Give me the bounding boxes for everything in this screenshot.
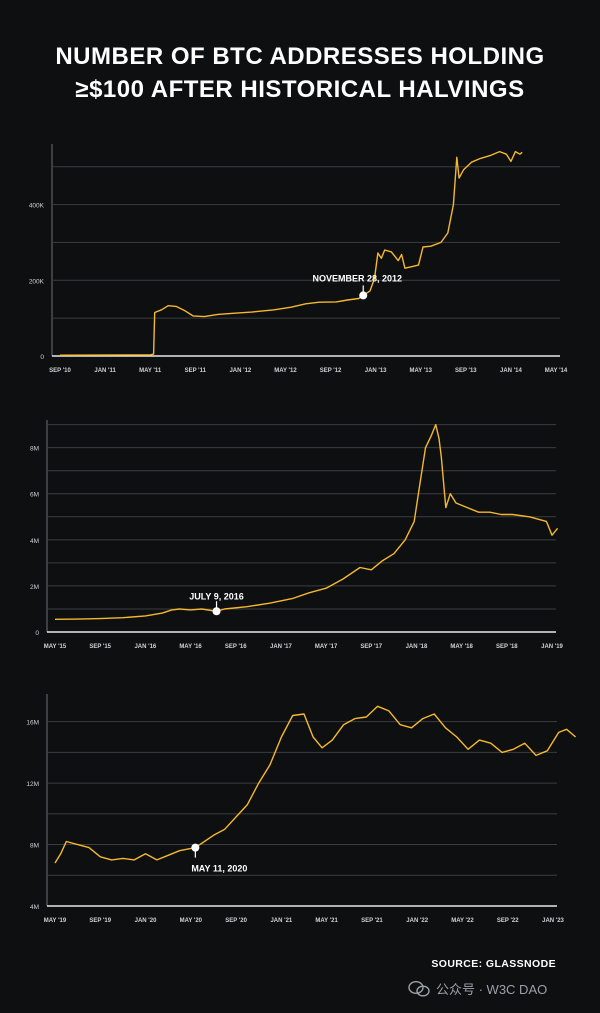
x-tick-label: MAY '12 [274, 368, 297, 374]
x-tick-label: MAY '21 [315, 918, 338, 924]
y-tick-label: 6M [30, 492, 39, 499]
chart-2019-2023: 4M 8M 12M 16M MAY '19 SEP '19 JAN '20 MAY '20 SE… [26, 694, 577, 924]
title-line-2: ≥$100 AFTER HISTORICAL HALVINGS [75, 76, 525, 103]
chart-title: NUMBER OF BTC ADDRESSES HOLDING ≥$100 AF… [0, 40, 600, 106]
x-tick-label: MAY '13 [410, 368, 433, 374]
x-tick-label: MAY '16 [179, 644, 202, 650]
x-tick-label: MAY '18 [450, 644, 473, 650]
y-tick-label: 400K [29, 203, 45, 210]
x-tick-label: SEP '21 [361, 918, 383, 924]
series-line [54, 423, 559, 620]
y-tick-label: 200K [29, 278, 45, 285]
y-tick-label: 4M [30, 904, 39, 911]
y-tick-label: 8M [30, 446, 39, 453]
x-tick-label: SEP '20 [225, 918, 247, 924]
x-tick-label: MAY '19 [44, 918, 67, 924]
x-tick-label: MAY '20 [180, 918, 203, 924]
x-tick-label: SEP '11 [185, 368, 207, 374]
x-tick-label: MAY '17 [315, 644, 338, 650]
x-tick-label: SEP '17 [360, 644, 382, 650]
series-line [59, 150, 523, 356]
x-tick-label: JAN '22 [406, 918, 428, 924]
x-tick-label: MAY '11 [139, 368, 162, 374]
x-tick-label: SEP '19 [89, 918, 111, 924]
chart-2015-2019: 0 2M 4M 6M 8M MAY '15 SEP '15 JAN '16 MAY '16 SEP… [30, 420, 564, 650]
annotation-marker [359, 291, 368, 300]
annotation-label: MAY 11, 2020 [191, 864, 247, 874]
watermark: 公众号 · W3C DAO [408, 979, 547, 998]
x-tick-label: SEP '16 [225, 644, 247, 650]
x-tick-label: JAN '17 [270, 644, 292, 650]
x-tick-label: JAN '19 [541, 644, 563, 650]
x-tick-label: JAN '16 [134, 644, 156, 650]
wechat-icon [408, 980, 430, 997]
watermark-text: 公众号 · W3C DAO [436, 982, 548, 997]
x-tick-label: MAY '22 [451, 918, 474, 924]
x-tick-label: MAY '14 [545, 368, 568, 374]
x-tick-label: JAN '18 [406, 644, 428, 650]
y-tick-label: 8M [30, 843, 39, 850]
annotation-label: NOVEMBER 28, 2012 [312, 273, 402, 283]
annotation-marker [212, 607, 221, 616]
chart-2010-2014: 0 200K 400K SEP '10 JAN '11 MAY '11 SEP '11 JAN… [29, 144, 568, 374]
x-tick-label: SEP '13 [455, 368, 477, 374]
y-tick-label: 16M [26, 720, 39, 727]
y-tick-label: 2M [30, 584, 39, 591]
x-tick-label: JAN '14 [500, 368, 522, 374]
series-line [54, 705, 577, 864]
y-tick-label: 0 [40, 354, 44, 361]
y-tick-label: 4M [30, 538, 39, 545]
x-tick-label: JAN '20 [135, 918, 157, 924]
x-tick-label: JAN '13 [365, 368, 387, 374]
x-tick-label: JAN '23 [542, 918, 564, 924]
y-tick-label: 0 [35, 630, 39, 637]
x-tick-label: SEP '22 [497, 918, 519, 924]
x-tick-label: SEP '10 [49, 368, 71, 374]
x-tick-label: SEP '18 [496, 644, 518, 650]
y-tick-label: 12M [26, 781, 39, 788]
x-tick-label: JAN '12 [229, 368, 251, 374]
x-tick-label: MAY '15 [44, 644, 67, 650]
annotation-marker [191, 843, 200, 852]
title-line-1: NUMBER OF BTC ADDRESSES HOLDING [55, 43, 545, 70]
x-tick-label: JAN '21 [270, 918, 292, 924]
source-label: SOURCE: GLASSNODE [431, 958, 556, 970]
x-tick-label: SEP '15 [89, 644, 111, 650]
x-tick-label: JAN '11 [94, 368, 116, 374]
annotation-label: JULY 9, 2016 [189, 591, 244, 601]
x-tick-label: SEP '12 [320, 368, 342, 374]
